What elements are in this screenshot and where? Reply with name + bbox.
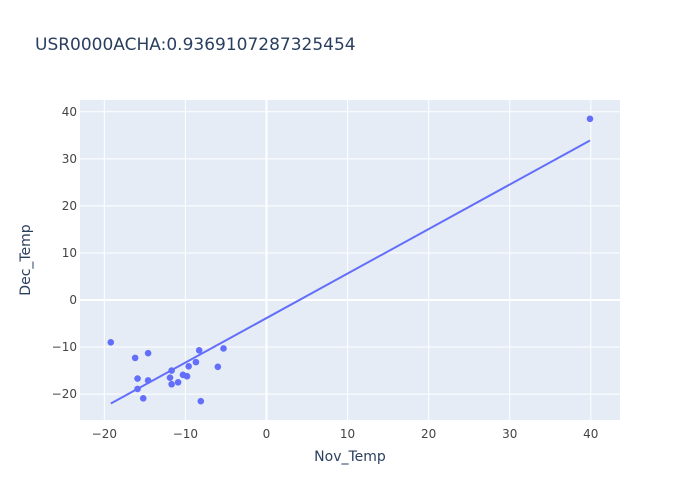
plot-area (80, 100, 620, 420)
grid (80, 100, 620, 420)
x-tick-label: −20 (92, 427, 117, 441)
scatter-point (197, 397, 205, 405)
scatter-point (174, 379, 182, 386)
x-tick-label: 30 (502, 427, 517, 441)
scatter-point (139, 395, 147, 402)
x-tick-labels: −20 −10 0 10 20 30 40 (92, 427, 599, 441)
y-tick-label: −10 (52, 340, 77, 354)
scatter-point (144, 377, 152, 384)
y-tick-label: −20 (52, 387, 77, 401)
fit-line (110, 139, 591, 405)
scatter-point (195, 347, 203, 354)
scatter-point (586, 115, 594, 123)
scatter-point (183, 372, 191, 380)
x-tick-label: −10 (173, 427, 198, 441)
x-tick-label: 20 (421, 427, 436, 441)
scatter-point (168, 380, 175, 388)
y-tick-label: 0 (69, 293, 77, 307)
y-tick-label: 40 (62, 105, 77, 119)
x-tick-label: 10 (340, 427, 355, 441)
scatter-point (220, 345, 227, 352)
scatter-point (134, 385, 141, 393)
scatter-point (131, 354, 139, 362)
x-axis-label: Nov_Temp (314, 449, 386, 465)
y-tick-label: 10 (62, 246, 77, 260)
scatter-point (192, 358, 200, 366)
scatter-point (214, 363, 222, 371)
y-tick-label: 20 (62, 199, 77, 213)
scatter-point (144, 349, 152, 357)
scatter-point (107, 339, 115, 346)
scatter-point (185, 363, 192, 370)
y-axis-label: Dec_Temp (18, 224, 34, 296)
x-tick-label: 0 (263, 427, 271, 441)
series (107, 115, 594, 405)
scatter-point (168, 367, 175, 374)
x-tick-label: 40 (583, 427, 598, 441)
scatter-point (134, 375, 141, 382)
scatter-point (166, 374, 174, 381)
chart-title: USR0000ACHA:0.9369107287325454 (35, 35, 356, 55)
y-tick-label: 30 (62, 152, 77, 166)
y-tick-labels: −20 −10 0 10 20 30 40 (52, 105, 77, 401)
